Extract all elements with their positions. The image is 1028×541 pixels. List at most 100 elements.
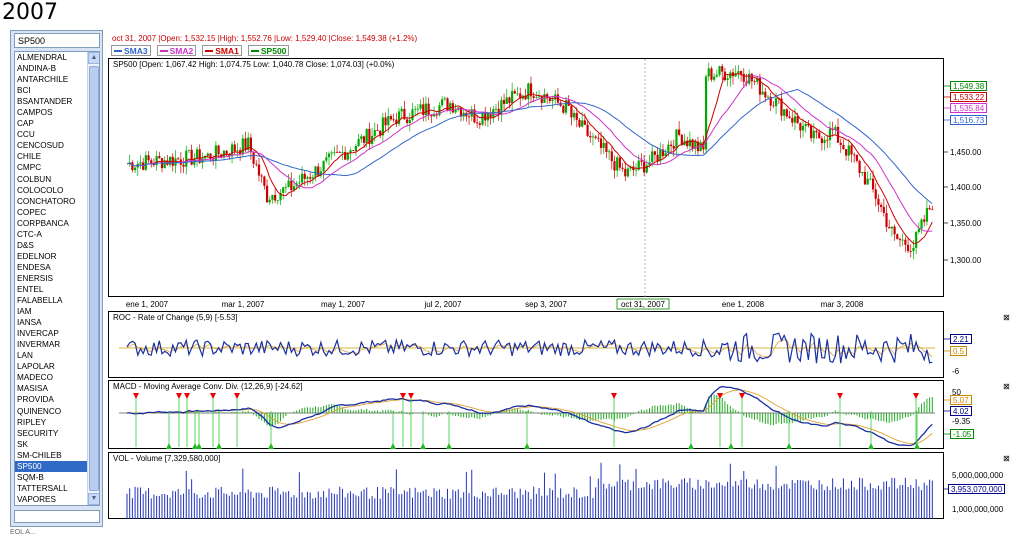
sell-signal-icon [400,393,406,399]
symbol-list-item[interactable]: RIPLEY [17,417,47,427]
candle [766,94,770,99]
symbol-list-item[interactable]: QUINENCO [17,406,62,416]
symbol-list-item[interactable]: CMPC [17,163,42,173]
legend-item[interactable]: SMA2 [156,45,197,56]
symbol-list-item[interactable]: SQM-B [17,472,44,482]
list-scrollbar[interactable]: ▲ ▼ [87,52,99,505]
symbol-list-item[interactable]: CONCHATORO [17,196,76,206]
legend-item[interactable]: SMA1 [202,45,242,56]
last-value-tag: 1,549.38 [950,81,988,91]
roc-panel[interactable]: ROC - Rate of Change (5,9) [-5.53] [108,311,944,378]
symbol-list-item[interactable]: INVERCAP [17,329,59,339]
date-axis-label: ene 1, 2007 [126,300,169,309]
symbol-list[interactable]: ALMENDRAL ANDINA-B ANTARCHILE BCI BSANTANDER… [14,51,100,506]
macd-panel[interactable]: MACD - Moving Average Conv. Div. (12,26,… [108,380,944,449]
symbol-list-item[interactable]: BCI [17,86,31,96]
candle [233,140,236,156]
sidebar-bottom-field[interactable] [14,510,100,523]
sell-signal-icon [210,393,216,399]
symbol-list-item[interactable]: SECURITY [17,428,59,438]
legend-line-icon [114,49,122,52]
symbol-list-item[interactable]: COLBUN [17,174,52,184]
symbol-list-item[interactable]: CCU [17,130,35,140]
symbol-list-item[interactable]: SP500 [15,460,99,472]
candle [263,175,266,190]
candle [225,149,228,157]
symbol-list-item[interactable]: VAPORES [17,494,56,504]
buy-signal-icon [786,443,792,449]
symbol-list-item[interactable]: LAN [17,351,33,361]
candle [920,218,923,234]
candle [721,63,724,80]
candle [874,183,877,207]
candle [524,88,527,101]
symbol-list-item[interactable]: COPEC [17,207,47,217]
symbol-list-item[interactable]: MASISA [17,384,48,394]
legend-item[interactable]: SMA3 [111,45,151,56]
symbol-list-item[interactable]: CAP [17,119,34,129]
scroll-down-icon[interactable]: ▼ [88,493,99,505]
candle [206,152,209,159]
candle [653,150,656,162]
buy-signal-icon [196,443,202,449]
symbol-search-input[interactable] [14,33,100,48]
candle [801,118,805,138]
legend-item[interactable]: SP500 [247,45,290,56]
symbol-list-item[interactable]: BSANTANDER [17,97,73,107]
scroll-up-icon[interactable]: ▲ [88,52,99,64]
candle [605,141,608,159]
symbol-list-item[interactable]: PROVIDA [17,395,54,405]
symbol-list-item[interactable]: FALABELLA [17,296,63,306]
candle [761,83,764,95]
candle [322,160,325,180]
candle [858,159,861,178]
candle [618,157,621,171]
symbol-list-item[interactable]: CORPBANCA [17,218,69,228]
symbol-list-item[interactable]: LAPOLAR [17,362,55,372]
symbol-list-item[interactable]: SM-CHILEB [17,450,62,460]
symbol-list-item[interactable]: TATTERSALL [17,483,68,493]
candle [739,70,743,82]
symbol-list-item[interactable]: MADECO [17,373,53,383]
candle [513,88,516,94]
symbol-list-item[interactable]: CHILE [17,152,42,162]
candle [298,174,301,190]
close-roc-panel-icon[interactable]: ⊠ [1003,313,1010,322]
symbol-list-item[interactable]: EDELNOR [17,251,57,261]
volume-panel[interactable]: VOL - Volume [7,329,580,000] [108,452,944,519]
symbol-list-item[interactable]: ALMENDRAL [17,53,68,62]
candle [578,118,581,128]
symbol-list-item[interactable]: ANTARCHILE [17,75,69,85]
symbol-list-item[interactable]: ANDINA-B [17,64,57,74]
symbol-list-item[interactable]: CTC-A [17,229,43,239]
candle [737,64,740,80]
date-axis-label: sep 3, 2007 [525,300,567,309]
symbol-list-item[interactable]: CAMPOS [17,108,53,118]
scroll-thumb[interactable] [89,66,99,491]
candle [511,82,514,112]
candle [174,150,177,174]
candle [265,179,269,203]
symbol-list-item[interactable]: D&S [17,240,34,250]
candle [769,92,772,112]
symbol-list-item[interactable]: SK [17,439,28,449]
symbol-list-item[interactable]: CENCOSUD [17,141,64,151]
roc-signal-line [126,339,933,358]
candle [354,144,358,156]
symbol-list-item[interactable]: INVERMAR [17,340,61,350]
candle [271,194,274,204]
symbol-list-item[interactable]: IAM [17,307,32,317]
candle [890,226,894,237]
close-macd-panel-icon[interactable]: ⊠ [1003,382,1010,391]
candle [691,138,694,152]
price-panel[interactable]: SP500 [Open: 1,067.42 High: 1,074.75 Low… [108,58,944,298]
symbol-list-item[interactable]: IANSA [17,318,42,328]
symbol-list-item[interactable]: ENERSIS [17,273,53,283]
close-volume-panel-icon[interactable]: ⊠ [1003,454,1010,463]
macd-panel-title: MACD - Moving Average Conv. Div. (12,26,… [113,382,303,391]
symbol-list-item[interactable]: ENTEL [17,284,44,294]
symbol-list-item[interactable]: COLOCOLO [17,185,64,195]
symbol-list-item[interactable]: ENDESA [17,262,51,272]
roc-signal-tag: 0.5 [950,346,968,356]
